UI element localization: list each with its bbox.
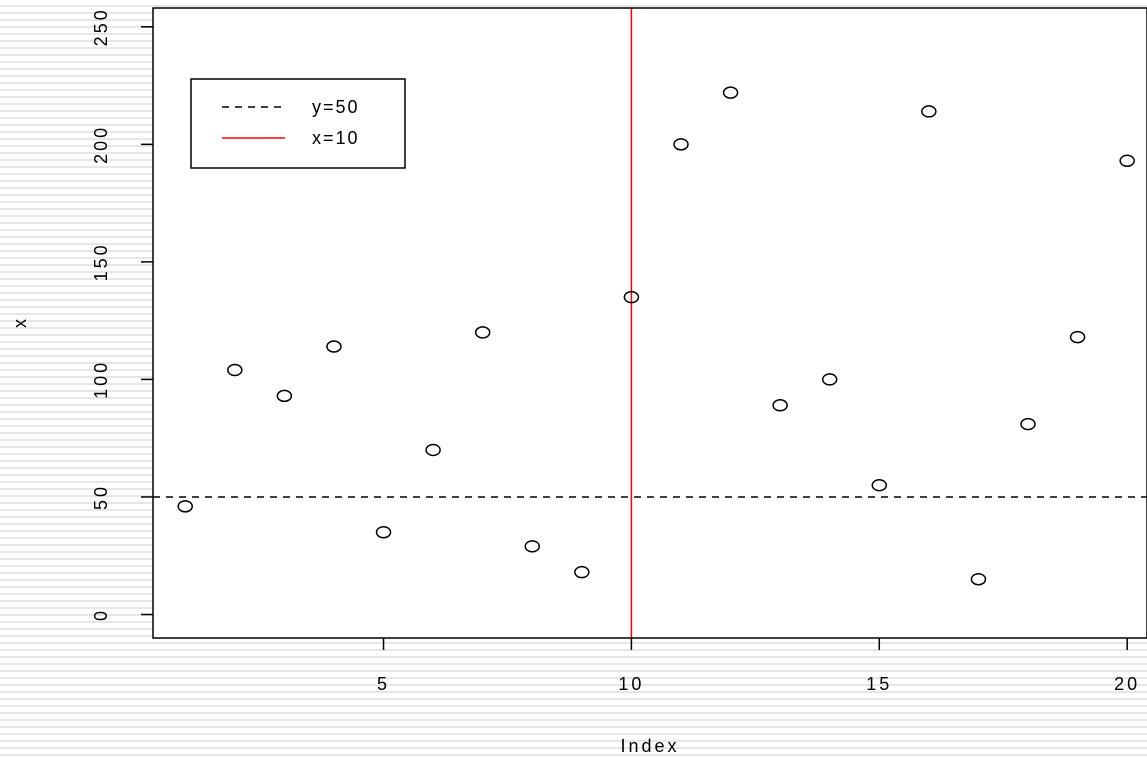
data-point	[772, 399, 788, 412]
data-point	[871, 478, 888, 492]
data-point	[970, 572, 987, 586]
data-point	[227, 363, 243, 377]
data-point	[276, 389, 293, 403]
data-point	[623, 290, 640, 304]
y-tick-label: 250	[91, 7, 111, 46]
legend: y=50 x=10	[190, 78, 406, 169]
y-tick-label: 200	[91, 125, 111, 164]
y-tick-label: 50	[91, 484, 111, 510]
data-point	[177, 500, 193, 513]
data-point	[425, 443, 441, 457]
legend-label-y50: y=50	[312, 97, 360, 117]
data-point	[722, 86, 739, 99]
data-point	[1119, 154, 1135, 168]
plot-frame	[152, 7, 1147, 639]
data-point	[673, 138, 689, 151]
data-point	[524, 540, 541, 553]
y-tick-label: 100	[91, 360, 111, 399]
x-tick-label: 10	[618, 674, 644, 694]
data-point	[921, 105, 937, 118]
y-tick-label: 150	[91, 242, 111, 281]
data-point	[474, 326, 491, 339]
y-axis-label: x	[10, 316, 30, 328]
y-tick-label: 0	[91, 608, 111, 621]
legend-box	[190, 78, 406, 169]
data-point	[574, 565, 590, 579]
x-axis-label: Index	[620, 736, 679, 756]
data-point	[1069, 330, 1086, 344]
data-points	[177, 86, 1135, 586]
data-point	[326, 340, 342, 353]
legend-label-x10: x=10	[312, 128, 360, 148]
reference-lines	[153, 8, 1147, 638]
x-tick-label: 15	[866, 674, 892, 694]
x-tick-label: 20	[1114, 674, 1140, 694]
data-point	[1020, 417, 1036, 431]
data-point	[375, 525, 392, 539]
data-point	[821, 373, 838, 386]
x-tick-label: 5	[377, 674, 390, 694]
